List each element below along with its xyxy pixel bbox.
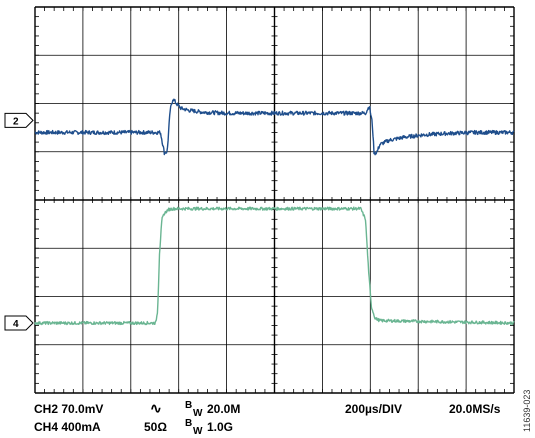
channel-marker-box <box>4 315 34 331</box>
bw-ch4-value: 1.0G <box>207 420 233 434</box>
readout-panel: CH2 70.0mV ∿ B W 20.0M 200µs/DIV 20.0MS/… <box>34 400 501 437</box>
channel-marker-4: 4 <box>4 315 34 331</box>
trace-ch2 <box>34 98 515 156</box>
bw-prefix-label: B <box>185 418 192 429</box>
bw-subscript-label: W <box>193 408 203 419</box>
trace-ch4 <box>34 206 515 326</box>
channel-marker-2: 2 <box>4 112 34 128</box>
channel-marker-box <box>4 112 34 128</box>
channel-marker-label: 2 <box>13 116 19 127</box>
impedance-readout: 50Ω <box>144 420 167 434</box>
bw-subscript-label: W <box>193 426 203 437</box>
ch4-bandwidth-readout: B W 1.0G <box>185 418 233 437</box>
bw-ch2-value: 20.0M <box>207 402 240 416</box>
ch4-scale-readout: CH4 400mA <box>34 420 101 434</box>
graticule <box>34 6 515 394</box>
timebase-readout: 200µs/DIV <box>345 402 402 416</box>
sample-rate-readout: 20.0MS/s <box>449 402 501 416</box>
ch2-bandwidth-readout: B W 20.0M <box>185 400 240 419</box>
ch2-scale-readout: CH2 70.0mV <box>34 402 103 416</box>
trace-layer <box>34 98 515 326</box>
coupling-icon: ∿ <box>150 400 162 416</box>
bw-prefix-label: B <box>185 400 192 411</box>
channel-markers: 24 <box>4 112 34 331</box>
figure-id-label: 11639-023 <box>522 390 532 432</box>
channel-marker-label: 4 <box>13 319 19 330</box>
